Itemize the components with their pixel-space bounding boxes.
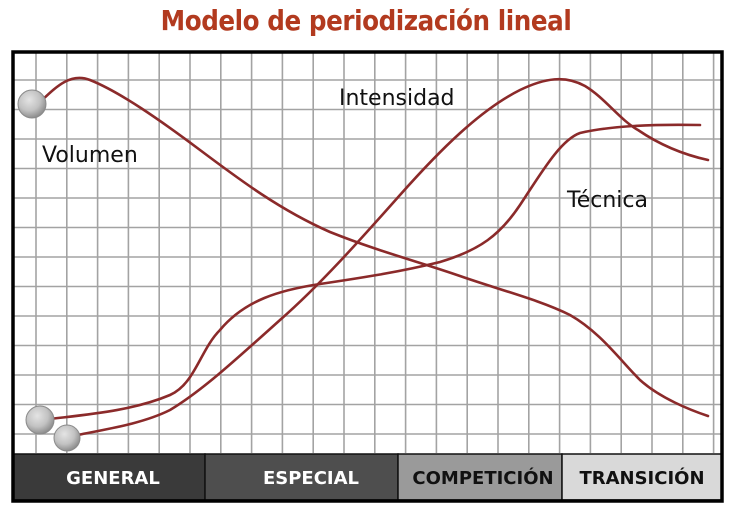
- volumen-curve: [38, 76, 710, 418]
- tecnica-start-marker: [25, 405, 55, 435]
- volumen-start-marker: [17, 89, 47, 119]
- phase-label-transicion: TRANSICIÓN: [579, 467, 704, 489]
- phase-label-general: GENERAL: [66, 468, 160, 489]
- plot-area: [14, 53, 722, 453]
- intensidad-label: Intensidad: [339, 86, 455, 111]
- phase-label-competicion: COMPETICIÓN: [412, 467, 553, 489]
- curves: [38, 76, 710, 439]
- intensidad-curve: [66, 77, 710, 439]
- grid: [14, 53, 722, 453]
- intensidad-start-marker: [53, 424, 81, 452]
- phase-label-especial: ESPECIAL: [263, 468, 359, 489]
- tecnica-label: Técnica: [566, 188, 648, 213]
- chart-title: Modelo de periodización lineal: [160, 4, 572, 37]
- phase-competicion: [397, 453, 563, 501]
- phase-especial: [204, 453, 399, 501]
- tecnica-curve: [40, 123, 702, 422]
- phase-transicion: [561, 453, 723, 501]
- phase-general: [12, 453, 206, 501]
- phase-band: GENERAL ESPECIAL COMPETICIÓN TRANSICIÓN: [12, 453, 723, 501]
- volumen-label: Volumen: [42, 143, 138, 168]
- chart-frame: [11, 50, 724, 503]
